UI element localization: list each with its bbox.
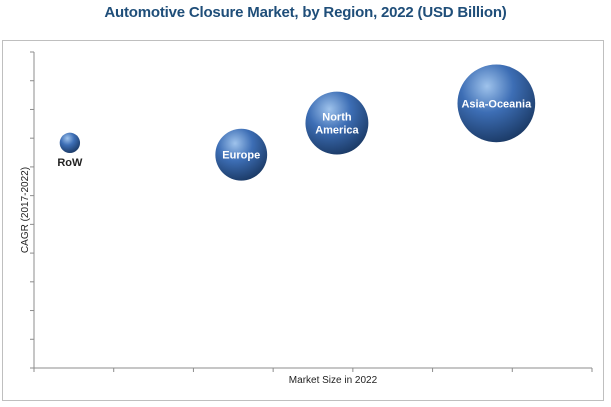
bubble-label-asia-oceania: Asia-Oceania [461, 98, 532, 110]
bubble-label-north-america: North [322, 112, 352, 124]
x-axis-title: Market Size in 2022 [289, 375, 378, 386]
chart-frame [2, 40, 604, 401]
bubble-label-row: RoW [57, 157, 83, 169]
bubble-europe [215, 128, 268, 181]
bubble-label-north-america: America [315, 125, 359, 137]
chart-title: Automotive Closure Market, by Region, 20… [104, 4, 507, 21]
axes [30, 51, 593, 372]
bubble-asia-oceania [457, 64, 536, 143]
bubble-label-europe: Europe [222, 150, 260, 162]
bubbles [59, 64, 536, 181]
bubble-north-america [305, 91, 369, 155]
y-axis-title: CAGR (2017-2022) [20, 167, 31, 253]
bubble-row [59, 132, 81, 154]
